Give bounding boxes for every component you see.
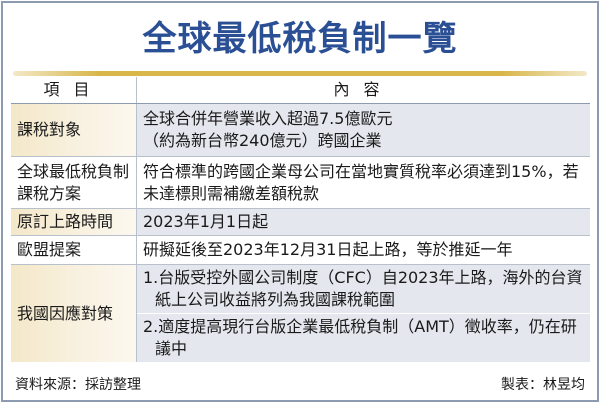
row-item: 歐盟提案 <box>11 235 137 265</box>
table-row: 歐盟提案 研擬延後至2023年12月31日起上路，等於推延一年 <box>11 235 590 265</box>
row-item: 全球最低稅負制課稅方案 <box>11 156 137 209</box>
table-row: 我國因應對策 1.台版受控外國公司制度（CFC）自2023年上路，海外的台資紙上… <box>11 264 590 362</box>
content-line: 全球合併年營業收入超過7.5億歐元 <box>143 109 393 128</box>
header-item: 項目 <box>11 77 137 104</box>
table-row: 全球最低稅負制課稅方案 符合標準的跨國企業母公司在當地實質稅率必須達到15%，若… <box>11 156 590 209</box>
footer: 資料來源：採訪整理 製表：林昱均 <box>15 374 585 394</box>
gold-divider <box>13 71 587 76</box>
tax-table: 項目 內容 課稅對象 全球合併年營業收入超過7.5億歐元 （約為新台幣240億元）… <box>11 77 590 362</box>
source-note: 資料來源：採訪整理 <box>15 377 141 393</box>
row-item: 我國因應對策 <box>11 264 137 362</box>
row-content: 2023年1月1日起 <box>136 208 590 236</box>
row-content: 2.適度提高現行台版企業最低稅負制（AMT）徵收率，仍在研議中 <box>136 313 590 362</box>
row-item: 課稅對象 <box>11 103 137 157</box>
row-content: 1.台版受控外國公司制度（CFC）自2023年上路，海外的台資紙上公司收益將列為… <box>136 264 590 314</box>
table-row: 課稅對象 全球合併年營業收入超過7.5億歐元 （約為新台幣240億元）跨國企業 <box>11 103 590 157</box>
row-content: 研擬延後至2023年12月31日起上路，等於推延一年 <box>136 235 590 265</box>
row-content: 符合標準的跨國企業母公司在當地實質稅率必須達到15%，若未達標則需補繳差額稅款 <box>136 156 590 209</box>
header-content: 內容 <box>136 77 590 104</box>
author-note: 製表：林昱均 <box>501 377 585 393</box>
table-row: 原訂上路時間 2023年1月1日起 <box>11 208 590 236</box>
table-row: 2.適度提高現行台版企業最低稅負制（AMT）徵收率，仍在研議中 <box>11 313 590 362</box>
row-content: 全球合併年營業收入超過7.5億歐元 （約為新台幣240億元）跨國企業 <box>136 103 590 157</box>
row-item: 原訂上路時間 <box>11 208 137 236</box>
table-header: 項目 內容 <box>11 77 590 104</box>
page-title: 全球最低稅負制一覽 <box>142 19 458 59</box>
content-line: （約為新台幣240億元）跨國企業 <box>143 131 382 150</box>
